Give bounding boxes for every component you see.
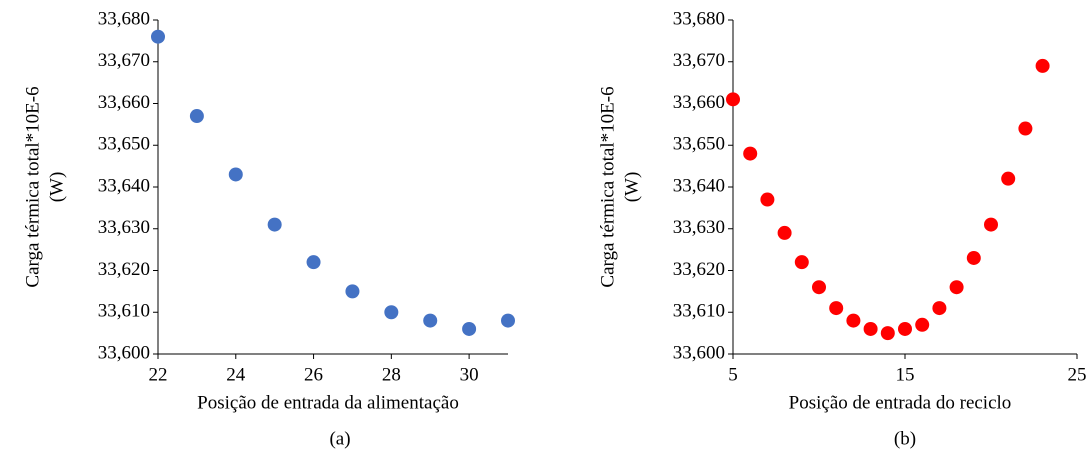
y-tick-label: 33,600 — [98, 342, 150, 363]
point — [267, 217, 282, 232]
x-tick-label: 25 — [1068, 364, 1087, 385]
y-axis-label: Carga térmica total*10E-6 — [22, 86, 43, 287]
point — [501, 313, 515, 328]
point — [898, 321, 912, 336]
caption: (a) — [329, 428, 350, 449]
x-tick-label: 22 — [149, 364, 168, 385]
point — [760, 192, 775, 207]
point — [726, 92, 740, 107]
y-tick-label: 33,640 — [98, 175, 150, 196]
y-tick-label: 33,630 — [673, 217, 725, 238]
y-tick-label: 33,650 — [673, 134, 725, 155]
y-tick-label: 33,670 — [673, 50, 725, 71]
y-tick-label: 33,660 — [673, 92, 725, 113]
point — [306, 255, 321, 270]
point — [880, 326, 895, 341]
point — [966, 250, 981, 265]
point — [1018, 121, 1033, 136]
y-axis-label: (W) — [621, 172, 642, 203]
point — [384, 305, 399, 320]
point — [189, 109, 204, 124]
x-axis-label: Posição de entrada da alimentação — [197, 392, 459, 413]
x-tick-label: 26 — [304, 364, 323, 385]
x-tick-label: 24 — [226, 364, 246, 385]
y-tick-label: 33,660 — [98, 92, 150, 113]
point — [863, 321, 878, 336]
point — [794, 255, 809, 270]
y-tick-label: 33,600 — [673, 342, 725, 363]
x-tick-label: 15 — [896, 364, 915, 385]
point — [1035, 58, 1050, 73]
y-tick-label: 33,680 — [673, 8, 725, 29]
point — [423, 313, 438, 328]
point — [915, 317, 930, 332]
point — [462, 321, 477, 336]
x-axis-label: Posição de entrada do reciclo — [789, 392, 1012, 413]
point — [228, 167, 243, 182]
point — [949, 280, 964, 295]
point — [829, 301, 844, 316]
point — [932, 301, 947, 316]
caption: (b) — [894, 428, 916, 449]
y-tick-label: 33,610 — [673, 301, 725, 322]
y-tick-label: 33,620 — [673, 259, 725, 280]
point — [777, 225, 792, 240]
y-tick-label: 33,610 — [98, 301, 150, 322]
point — [812, 280, 826, 295]
point — [1001, 171, 1016, 186]
y-tick-label: 33,670 — [98, 50, 150, 71]
x-tick-label: 30 — [460, 364, 479, 385]
y-axis-label: (W) — [46, 172, 67, 203]
point — [984, 217, 998, 232]
y-tick-label: 33,630 — [98, 217, 150, 238]
point — [345, 284, 360, 299]
x-tick-label: 28 — [382, 364, 401, 385]
y-tick-label: 33,620 — [98, 259, 150, 280]
y-tick-label: 33,650 — [98, 134, 150, 155]
y-tick-label: 33,680 — [98, 8, 150, 29]
point — [743, 146, 758, 161]
y-tick-label: 33,640 — [673, 175, 725, 196]
y-axis-label: Carga térmica total*10E-6 — [597, 86, 618, 287]
point — [846, 313, 861, 328]
x-tick-label: 5 — [728, 364, 738, 385]
point — [151, 29, 165, 44]
